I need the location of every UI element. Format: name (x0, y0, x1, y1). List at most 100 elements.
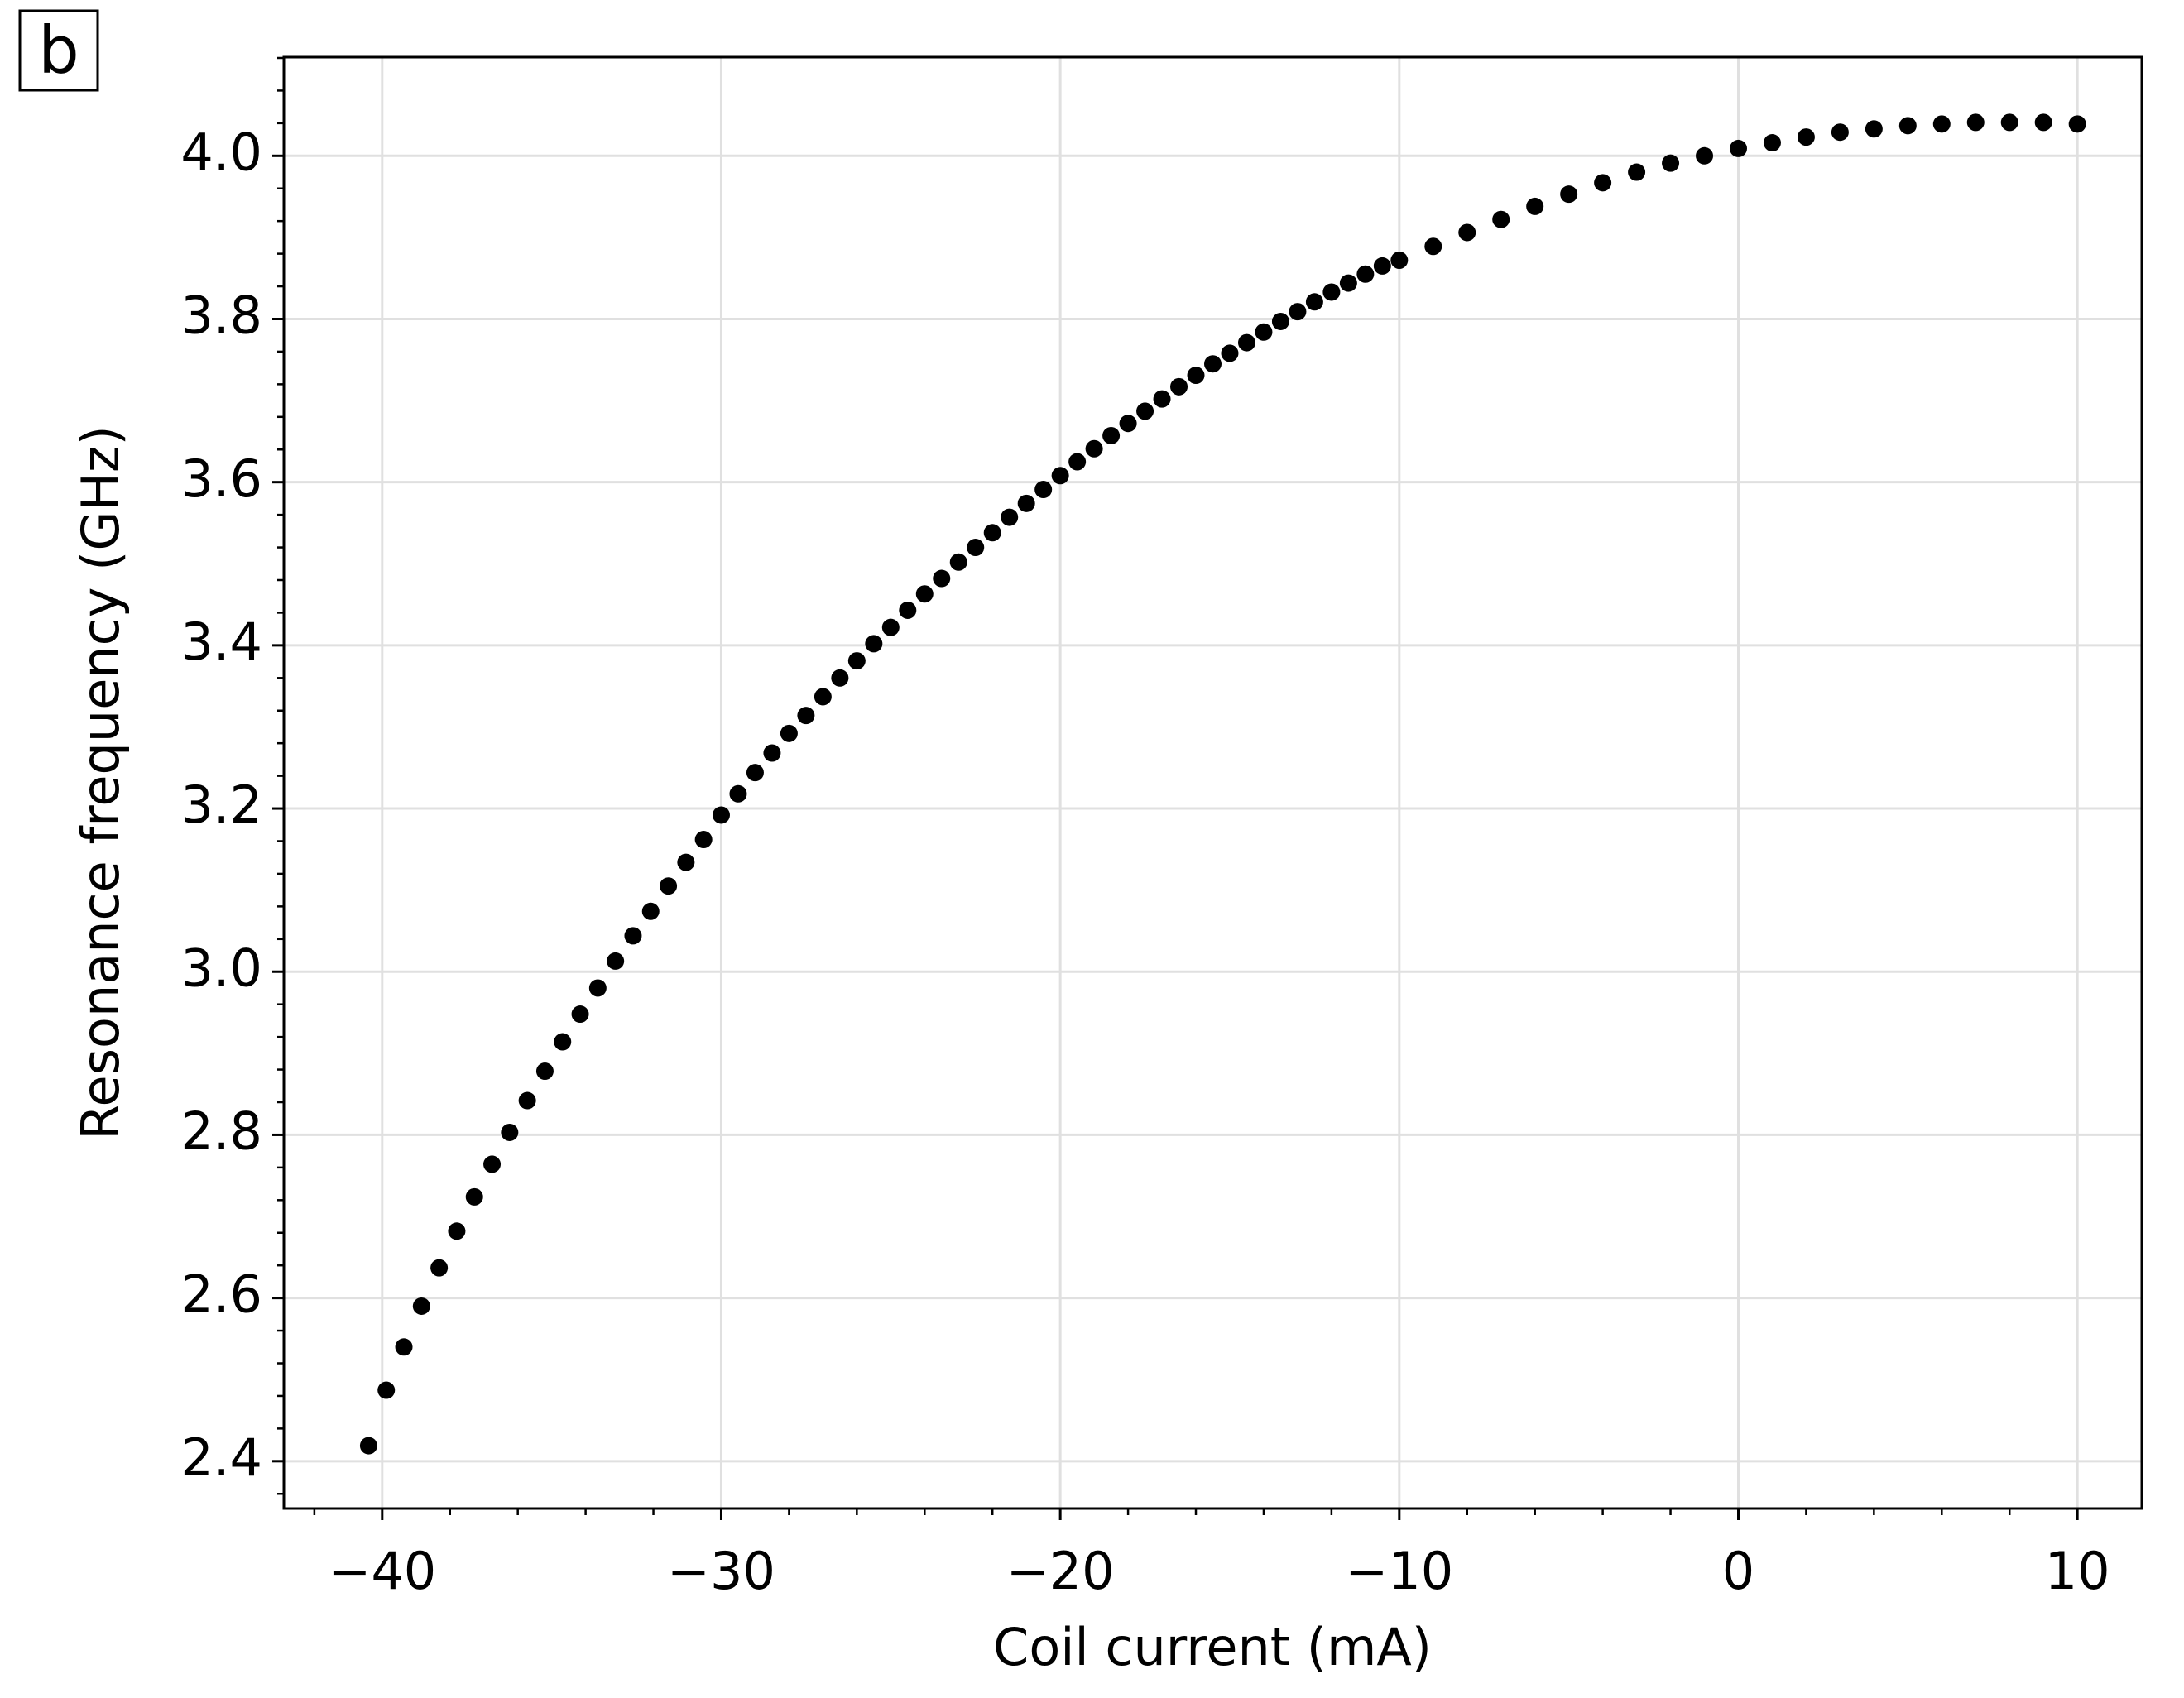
data-point (1136, 402, 1154, 420)
x-tick-label: 0 (1722, 1541, 1754, 1601)
x-tick-label: −10 (1345, 1541, 1453, 1601)
data-point (377, 1381, 396, 1399)
data-point (1289, 303, 1307, 321)
data-point (1221, 344, 1239, 362)
data-point (535, 1062, 554, 1081)
data-point (1356, 265, 1375, 283)
data-point (797, 707, 815, 725)
y-tick-label: 3.0 (180, 938, 262, 998)
data-point (1594, 174, 1612, 192)
y-tick-label: 4.0 (180, 122, 262, 182)
data-point (1102, 426, 1121, 444)
data-point (1763, 134, 1781, 152)
data-point (660, 877, 678, 895)
data-point (571, 1005, 589, 1024)
data-point (1560, 185, 1578, 204)
data-point (1271, 312, 1289, 330)
data-point (1492, 210, 1510, 228)
y-axis-label: Resonance frequency (GHz) (70, 425, 131, 1139)
data-point (1458, 223, 1476, 242)
y-tick-label: 3.8 (180, 285, 262, 346)
data-point (1170, 377, 1188, 396)
data-point (1237, 333, 1255, 352)
data-point (1068, 453, 1087, 471)
data-point (2000, 113, 2018, 132)
data-point (729, 784, 747, 803)
data-point (1831, 123, 1849, 142)
data-point (1119, 415, 1137, 433)
data-point (641, 902, 660, 920)
data-point (1255, 323, 1273, 341)
data-point (1322, 283, 1341, 301)
data-point (865, 635, 883, 653)
y-tick-label: 2.6 (180, 1264, 262, 1325)
data-point (983, 524, 1001, 542)
data-point (1085, 439, 1103, 458)
data-point (780, 724, 798, 742)
data-point (1001, 508, 1019, 526)
data-point (624, 927, 642, 945)
plot-frame (282, 55, 2143, 1510)
data-point (359, 1437, 377, 1455)
data-point (518, 1091, 536, 1110)
x-tick-label: −30 (667, 1541, 775, 1601)
data-point (899, 601, 917, 619)
data-point (949, 553, 967, 571)
data-point (1424, 237, 1442, 256)
panel-label-box (18, 9, 99, 92)
x-axis-label: Coil current (mA) (993, 1617, 1432, 1677)
data-point (967, 539, 985, 557)
data-point (1628, 163, 1646, 181)
data-point (746, 764, 764, 782)
data-point (1729, 139, 1747, 157)
data-point (677, 853, 695, 871)
data-point (881, 618, 900, 636)
data-point (465, 1187, 483, 1206)
x-tick-label: −40 (328, 1541, 436, 1601)
y-tick-label: 2.8 (180, 1101, 262, 1162)
data-point (1390, 252, 1409, 270)
data-point (915, 585, 934, 603)
data-point (694, 831, 713, 849)
data-point (1526, 197, 1544, 215)
y-tick-label: 3.6 (180, 448, 262, 509)
data-point (1865, 120, 1883, 138)
data-point (1898, 117, 1917, 135)
data-point (2034, 113, 2052, 132)
data-point (933, 569, 951, 588)
data-point (395, 1338, 413, 1356)
x-tick-label: 10 (2045, 1541, 2110, 1601)
panel-label: b (38, 13, 79, 88)
data-point (501, 1123, 519, 1141)
data-point (607, 952, 625, 970)
data-point (1797, 128, 1815, 146)
data-point (1051, 467, 1069, 485)
data-point (1305, 293, 1323, 311)
data-point (1966, 113, 1985, 132)
x-tick-label: −20 (1006, 1541, 1115, 1601)
data-point (1187, 367, 1205, 385)
data-point (1932, 115, 1951, 133)
data-point (1153, 390, 1171, 408)
data-point (831, 669, 849, 687)
data-point (1034, 481, 1053, 499)
data-point (448, 1222, 466, 1240)
y-tick-label: 2.4 (180, 1427, 262, 1488)
data-point (712, 806, 730, 824)
data-point (1339, 274, 1357, 292)
data-point (847, 652, 866, 670)
data-point (1662, 154, 1680, 172)
data-point (554, 1033, 572, 1051)
data-point (1696, 146, 1714, 165)
y-tick-label: 3.4 (180, 612, 262, 672)
data-point (412, 1297, 430, 1315)
data-point (2068, 115, 2086, 133)
data-point (483, 1155, 502, 1173)
y-tick-label: 3.2 (180, 775, 262, 835)
data-point (430, 1259, 449, 1277)
data-point (1204, 355, 1222, 373)
data-point (814, 688, 832, 706)
data-point (1373, 257, 1391, 275)
data-point (763, 744, 781, 762)
